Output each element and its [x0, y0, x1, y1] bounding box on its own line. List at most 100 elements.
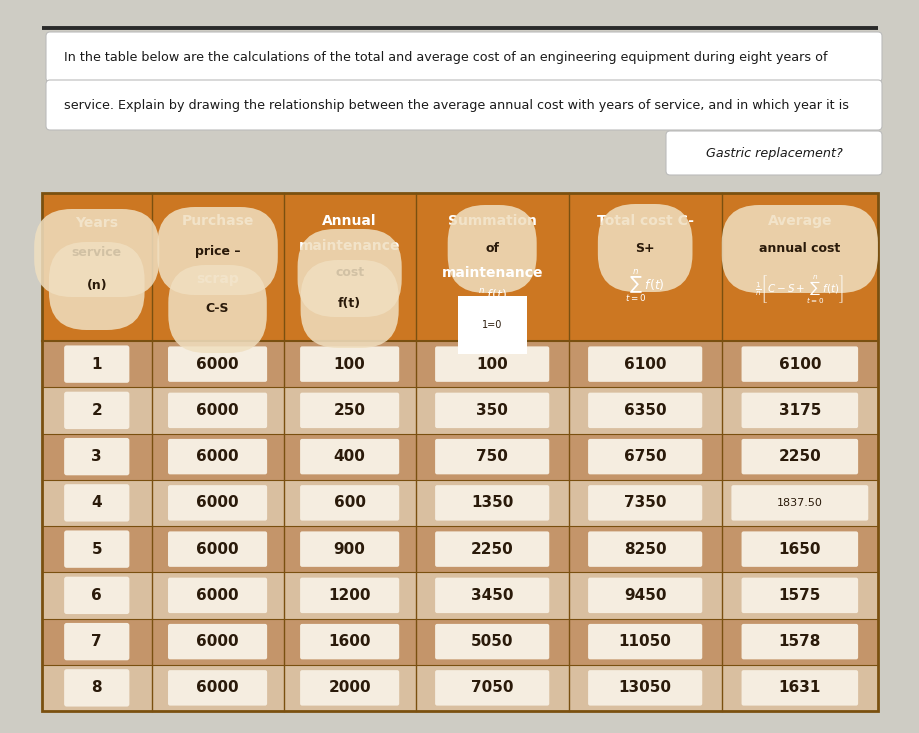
Text: 7050: 7050 — [471, 680, 513, 696]
Text: 3: 3 — [91, 449, 102, 464]
Text: 750: 750 — [476, 449, 507, 464]
FancyBboxPatch shape — [587, 670, 701, 706]
Text: 6000: 6000 — [196, 449, 239, 464]
Text: 100: 100 — [334, 357, 365, 372]
Text: $\frac{1}{n}\left[C-S+\sum_{t=0}^{n} f(t)\right]$: $\frac{1}{n}\left[C-S+\sum_{t=0}^{n} f(t… — [754, 273, 844, 305]
Text: 6100: 6100 — [777, 357, 820, 372]
Bar — [42, 572, 877, 619]
FancyBboxPatch shape — [46, 80, 881, 130]
FancyBboxPatch shape — [741, 624, 857, 660]
Text: 6000: 6000 — [196, 588, 239, 603]
Text: Years: Years — [75, 216, 119, 230]
Text: 9450: 9450 — [623, 588, 665, 603]
FancyBboxPatch shape — [587, 624, 701, 660]
Text: 6750: 6750 — [623, 449, 665, 464]
FancyBboxPatch shape — [741, 393, 857, 428]
FancyBboxPatch shape — [64, 669, 130, 707]
Text: 1: 1 — [91, 357, 102, 372]
FancyBboxPatch shape — [64, 345, 130, 383]
FancyBboxPatch shape — [435, 670, 549, 706]
Text: 900: 900 — [334, 542, 365, 556]
Text: $\sum_{t=0}^{n} f(t)$: $\sum_{t=0}^{n} f(t)$ — [625, 268, 664, 304]
FancyBboxPatch shape — [300, 393, 399, 428]
Text: 3175: 3175 — [777, 403, 820, 418]
Text: 6350: 6350 — [623, 403, 665, 418]
Text: service. Explain by drawing the relationship between the average annual cost wit: service. Explain by drawing the relation… — [64, 98, 848, 111]
Text: f(t): f(t) — [337, 298, 361, 311]
FancyBboxPatch shape — [64, 438, 130, 475]
FancyBboxPatch shape — [300, 347, 399, 382]
Text: 1578: 1578 — [777, 634, 820, 649]
Text: $\frac{n}{\sum} f(t)$: $\frac{n}{\sum} f(t)$ — [477, 287, 506, 311]
Text: 8250: 8250 — [623, 542, 665, 556]
FancyBboxPatch shape — [741, 439, 857, 474]
FancyBboxPatch shape — [435, 578, 549, 613]
Bar — [42, 619, 877, 665]
Text: 1650: 1650 — [777, 542, 820, 556]
Text: Gastric replacement?: Gastric replacement? — [705, 147, 842, 160]
FancyBboxPatch shape — [435, 439, 549, 474]
Text: 250: 250 — [334, 403, 365, 418]
FancyBboxPatch shape — [64, 623, 130, 660]
Text: S+: S+ — [635, 241, 654, 254]
FancyBboxPatch shape — [587, 347, 701, 382]
Bar — [42, 433, 877, 480]
Text: Summation: Summation — [448, 214, 536, 228]
Text: 4: 4 — [91, 496, 102, 510]
FancyBboxPatch shape — [300, 578, 399, 613]
FancyBboxPatch shape — [731, 485, 868, 520]
Bar — [42, 665, 877, 711]
FancyBboxPatch shape — [300, 670, 399, 706]
Text: 2: 2 — [91, 403, 102, 418]
Text: 350: 350 — [476, 403, 507, 418]
Text: scrap: scrap — [196, 272, 239, 286]
Text: 1350: 1350 — [471, 496, 513, 510]
FancyBboxPatch shape — [435, 485, 549, 520]
FancyBboxPatch shape — [300, 624, 399, 660]
Text: maintenance: maintenance — [441, 266, 542, 280]
FancyBboxPatch shape — [64, 391, 130, 429]
Text: of: of — [484, 243, 499, 256]
Text: 2250: 2250 — [777, 449, 821, 464]
Text: Total cost C-: Total cost C- — [596, 214, 693, 228]
Text: 13050: 13050 — [618, 680, 671, 696]
Text: 6000: 6000 — [196, 680, 239, 696]
Text: In the table below are the calculations of the total and average cost of an engi: In the table below are the calculations … — [64, 51, 826, 64]
Text: 2000: 2000 — [328, 680, 370, 696]
FancyBboxPatch shape — [587, 393, 701, 428]
FancyBboxPatch shape — [435, 624, 549, 660]
FancyBboxPatch shape — [64, 531, 130, 568]
FancyBboxPatch shape — [64, 577, 130, 614]
FancyBboxPatch shape — [741, 531, 857, 567]
FancyBboxPatch shape — [46, 32, 881, 82]
Text: 6000: 6000 — [196, 634, 239, 649]
FancyBboxPatch shape — [300, 531, 399, 567]
Text: 100: 100 — [476, 357, 507, 372]
Text: 1=0: 1=0 — [482, 320, 502, 330]
Text: 8: 8 — [91, 680, 102, 696]
Text: 1631: 1631 — [777, 680, 820, 696]
Text: 1600: 1600 — [328, 634, 370, 649]
Text: 400: 400 — [334, 449, 365, 464]
FancyBboxPatch shape — [665, 131, 881, 175]
FancyBboxPatch shape — [300, 439, 399, 474]
Text: 3450: 3450 — [471, 588, 513, 603]
Text: 6000: 6000 — [196, 496, 239, 510]
Bar — [42, 387, 877, 433]
FancyBboxPatch shape — [168, 393, 267, 428]
Text: 600: 600 — [334, 496, 365, 510]
Text: 5050: 5050 — [471, 634, 513, 649]
Bar — [42, 526, 877, 572]
Text: 6000: 6000 — [196, 542, 239, 556]
Text: maintenance: maintenance — [299, 239, 400, 253]
FancyBboxPatch shape — [168, 578, 267, 613]
Text: 2250: 2250 — [471, 542, 513, 556]
FancyBboxPatch shape — [168, 439, 267, 474]
FancyBboxPatch shape — [300, 485, 399, 520]
FancyBboxPatch shape — [741, 578, 857, 613]
Text: 6000: 6000 — [196, 357, 239, 372]
Text: 7350: 7350 — [623, 496, 665, 510]
Text: service: service — [72, 246, 121, 259]
Text: 1575: 1575 — [777, 588, 820, 603]
FancyBboxPatch shape — [435, 531, 549, 567]
